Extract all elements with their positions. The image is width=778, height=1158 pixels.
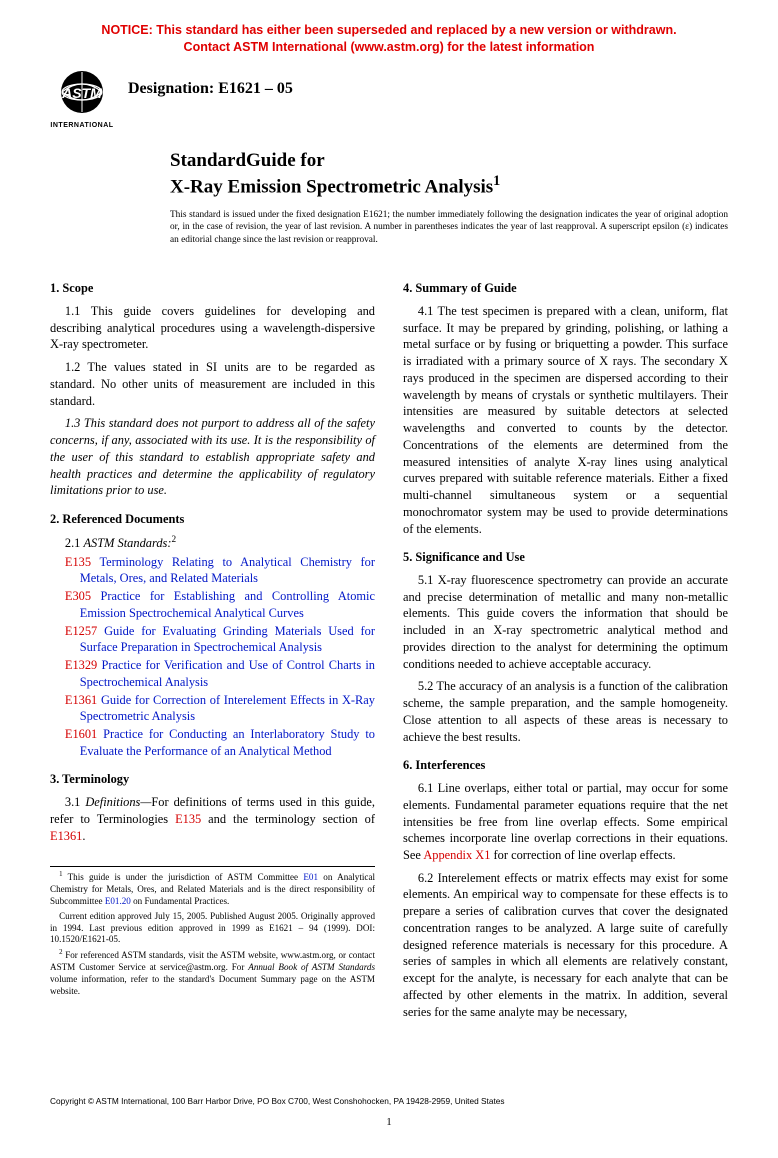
fn2-italic: Annual Book of ASTM Standards (248, 962, 375, 972)
scope-1-3: 1.3 This standard does not purport to ad… (50, 415, 375, 499)
term-num: 3.1 (65, 795, 85, 809)
section-head-refdocs: 2. Referenced Documents (50, 511, 375, 528)
refdocs-subhead-italic: ASTM Standards: (83, 536, 171, 550)
notice-line-2: Contact ASTM International (www.astm.org… (184, 40, 595, 54)
footnote-2: 2 For referenced ASTM standards, visit t… (50, 949, 375, 997)
refdoc-text[interactable]: Terminology Relating to Analytical Chemi… (80, 555, 375, 586)
refdocs-subhead: 2.1 ASTM Standards:2 (50, 534, 375, 552)
svg-text:ASTM: ASTM (61, 85, 102, 101)
section-head-scope: 1. Scope (50, 280, 375, 297)
refdoc-item: E305 Practice for Establishing and Contr… (80, 588, 375, 621)
refdoc-item: E1361 Guide for Correction of Intereleme… (80, 692, 375, 725)
title-word-standard: Standard (170, 150, 246, 171)
term-ref-e135[interactable]: E135 (175, 812, 201, 826)
term-text-c: . (82, 829, 85, 843)
fn1-ref-e0120[interactable]: E01.20 (105, 896, 131, 906)
section-head-interferences: 6. Interferences (403, 757, 728, 774)
refdocs-subhead-num: 2.1 (65, 536, 84, 550)
notice-banner: NOTICE: This standard has either been su… (50, 22, 728, 56)
refdoc-text[interactable]: Practice for Establishing and Controllin… (80, 589, 375, 620)
fn1-a: This guide is under the jurisdiction of … (63, 872, 304, 882)
fn2-b: volume information, refer to the standar… (50, 974, 375, 996)
significance-5-1: 5.1 X-ray fluorescence spectrometry can … (403, 572, 728, 672)
footnote-1: 1 This guide is under the jurisdiction o… (50, 871, 375, 907)
fn1-ref-e01[interactable]: E01 (303, 872, 318, 882)
summary-4-1: 4.1 The test specimen is prepared with a… (403, 303, 728, 537)
astm-logo: ASTM INTERNATIONAL (50, 70, 114, 129)
header-row: ASTM INTERNATIONAL Designation: E1621 – … (50, 70, 728, 129)
scope-1-1: 1.1 This guide covers guidelines for dev… (50, 303, 375, 353)
refdoc-text[interactable]: Practice for Conducting an Interlaborato… (80, 727, 375, 758)
scope-1-2: 1.2 The values stated in SI units are to… (50, 359, 375, 409)
term-label: Definitions— (85, 795, 151, 809)
refdoc-code[interactable]: E1361 (65, 693, 97, 707)
page-number: 1 (50, 1116, 728, 1128)
two-column-body: 1. Scope 1.1 This guide covers guideline… (50, 268, 728, 1026)
title-line-2: X-Ray Emission Spectrometric Analysis1 (170, 173, 728, 199)
refdoc-item: E1329 Practice for Verification and Use … (80, 657, 375, 690)
copyright-line: Copyright © ASTM International, 100 Barr… (50, 1096, 728, 1106)
interferences-6-1: 6.1 Line overlaps, either total or parti… (403, 780, 728, 864)
refdoc-code[interactable]: E305 (65, 589, 91, 603)
column-left: 1. Scope 1.1 This guide covers guideline… (50, 268, 375, 1026)
section-head-summary: 4. Summary of Guide (403, 280, 728, 297)
refdoc-item: E135 Terminology Relating to Analytical … (80, 554, 375, 587)
interferences-6-2: 6.2 Interelement effects or matrix effec… (403, 870, 728, 1021)
refdoc-text[interactable]: Guide for Evaluating Grinding Materials … (80, 624, 375, 655)
notice-line-1: NOTICE: This standard has either been su… (101, 23, 676, 37)
refdocs-list: E135 Terminology Relating to Analytical … (65, 554, 375, 760)
int-6-1-b: for correction of line overlap effects. (490, 848, 675, 862)
footnotes: 1 This guide is under the jurisdiction o… (50, 866, 375, 997)
refdocs-footnote-ref: 2 (171, 535, 176, 545)
significance-5-2: 5.2 The accuracy of an analysis is a fun… (403, 678, 728, 745)
refdoc-item: E1257 Guide for Evaluating Grinding Mate… (80, 623, 375, 656)
issued-note: This standard is issued under the fixed … (170, 209, 728, 247)
fn1-c: on Fundamental Practices. (131, 896, 230, 906)
designation-value: E1621 – 05 (218, 80, 293, 97)
astm-logo-icon: ASTM (50, 70, 114, 120)
document-page: NOTICE: This standard has either been su… (0, 0, 778, 1158)
term-ref-e1361[interactable]: E1361 (50, 829, 82, 843)
column-right: 4. Summary of Guide 4.1 The test specime… (403, 268, 728, 1026)
refdoc-code[interactable]: E135 (65, 555, 91, 569)
section-head-significance: 5. Significance and Use (403, 549, 728, 566)
footnote-1-edition: Current edition approved July 15, 2005. … (50, 911, 375, 946)
refdoc-item: E1601 Practice for Conducting an Interla… (80, 726, 375, 759)
refdoc-code[interactable]: E1257 (65, 624, 97, 638)
term-text-b: and the terminology section of (201, 812, 375, 826)
designation-label: Designation: (128, 80, 214, 97)
refdoc-code[interactable]: E1329 (65, 658, 97, 672)
title-main: X-Ray Emission Spectrometric Analysis (170, 176, 493, 197)
refdoc-code[interactable]: E1601 (65, 727, 97, 741)
refdoc-text[interactable]: Practice for Verification and Use of Con… (80, 658, 375, 689)
logo-label: INTERNATIONAL (50, 122, 114, 129)
designation: Designation: E1621 – 05 (128, 80, 293, 98)
terminology-3-1: 3.1 Definitions—For definitions of terms… (50, 794, 375, 844)
refdoc-text[interactable]: Guide for Correction of Interelement Eff… (80, 693, 375, 724)
title-block: StandardGuide for X-Ray Emission Spectro… (170, 149, 728, 199)
title-footnote-ref: 1 (493, 173, 500, 189)
title-word-guide-for: Guide for (246, 150, 325, 171)
section-head-terminology: 3. Terminology (50, 771, 375, 788)
title-line-1: StandardGuide for (170, 149, 728, 173)
int-6-1-ref[interactable]: Appendix X1 (423, 848, 490, 862)
